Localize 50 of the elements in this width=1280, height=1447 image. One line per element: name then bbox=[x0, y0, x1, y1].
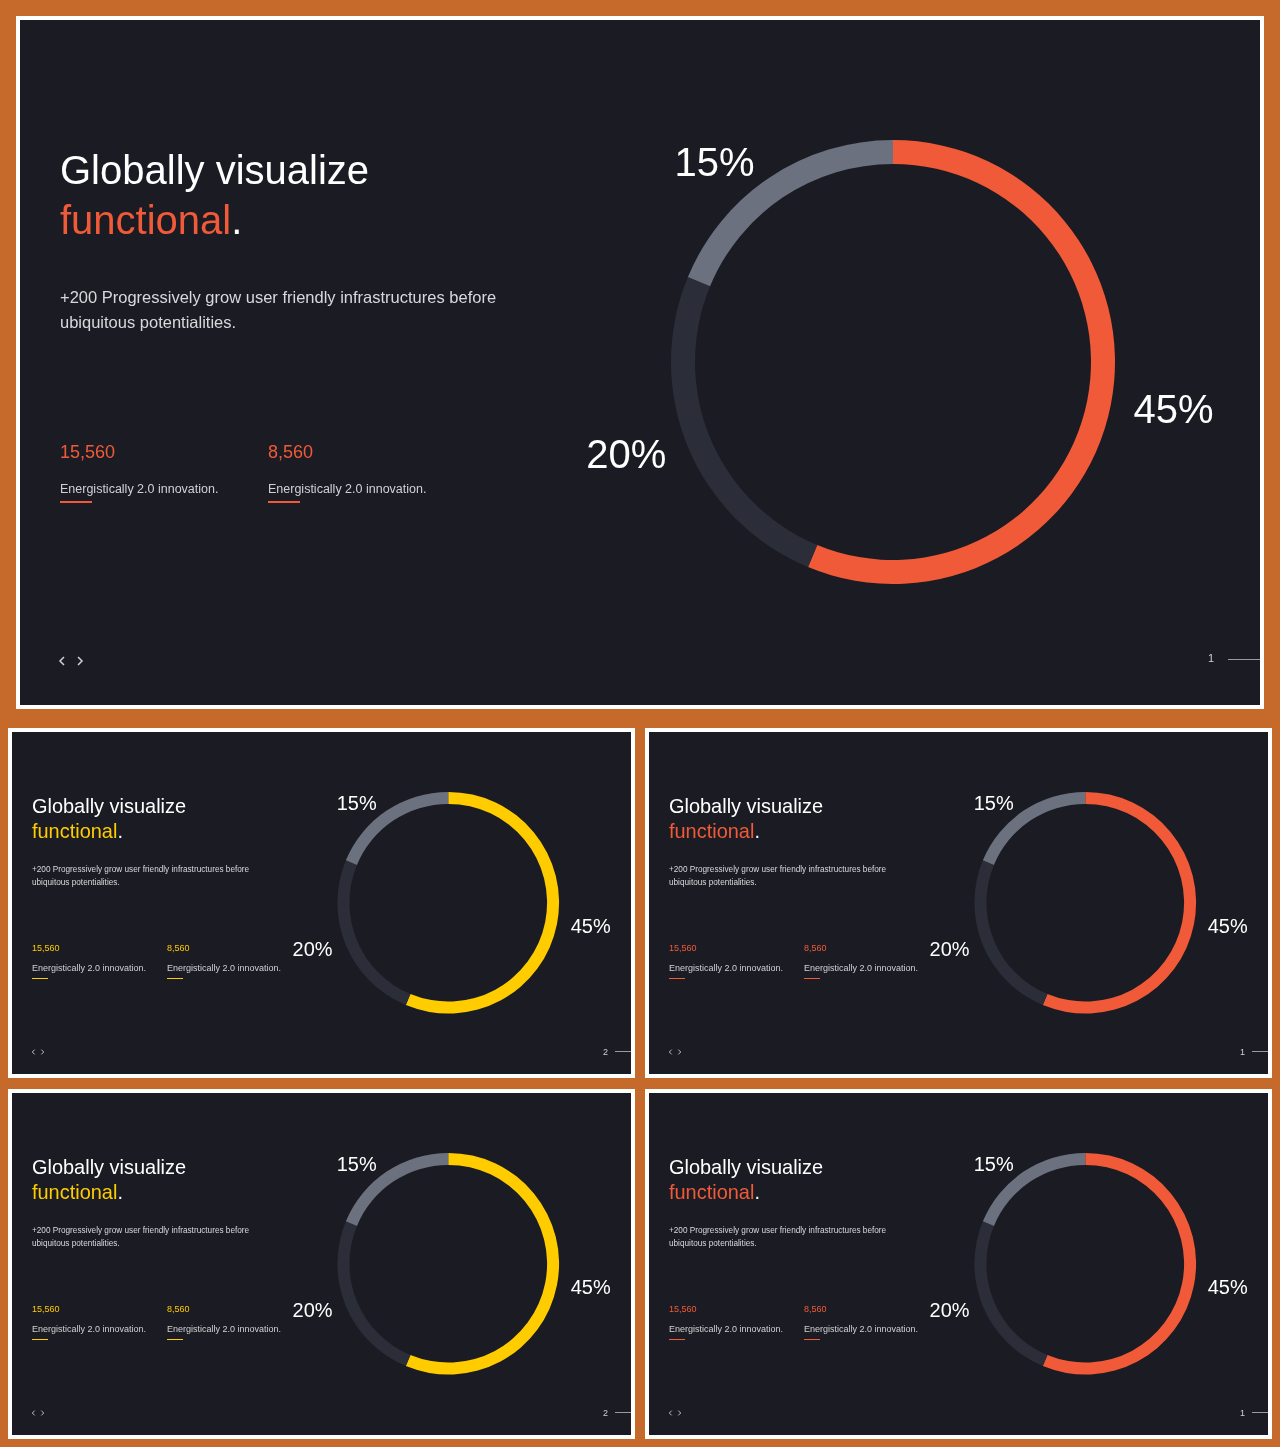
data-label: 45% bbox=[570, 1276, 611, 1299]
data-label: 20% bbox=[292, 1298, 333, 1321]
text: +200 Progressively grow user friendly infrastructures before ubiquitous potentialities. bbox=[668, 864, 888, 889]
text: Energistically 2.0 innovation. bbox=[668, 962, 784, 973]
text: Energistically 2.0 innovation. bbox=[31, 962, 147, 973]
data-label: 20% bbox=[586, 431, 667, 476]
text: +200 Progressively grow user friendly infrastructures before ubiquitous potentialities. bbox=[668, 1225, 888, 1250]
data-label: 15% bbox=[973, 792, 1014, 815]
data-label: 45% bbox=[1207, 1276, 1248, 1299]
text: Energistically 2.0 innovation. bbox=[31, 1323, 147, 1334]
text: 15,560 bbox=[31, 1303, 60, 1314]
data-label: 45% bbox=[570, 915, 611, 938]
text: 8,560 bbox=[803, 942, 827, 953]
text: Energistically 2.0 innovation. bbox=[803, 1323, 919, 1334]
text: Globally visualize functional. bbox=[31, 1156, 187, 1204]
data-label: 15% bbox=[973, 1153, 1014, 1176]
text: Energistically 2.0 innovation. bbox=[166, 1323, 282, 1334]
data-label: 15% bbox=[674, 140, 755, 185]
text: 1 bbox=[1240, 1408, 1246, 1419]
text: Energistically 2.0 innovation. bbox=[268, 482, 427, 496]
text: 8,560 bbox=[803, 1303, 827, 1314]
text: 2 bbox=[603, 1408, 609, 1419]
text: Globally visualize functional. bbox=[668, 795, 824, 843]
text: +200 Progressively grow user friendly infrastructures before ubiquitous potentialities. bbox=[31, 864, 251, 889]
text: +200 Progressively grow user friendly infrastructures before ubiquitous potentialities. bbox=[31, 1225, 251, 1250]
text: Energistically 2.0 innovation. bbox=[668, 1323, 784, 1334]
data-label: 15% bbox=[336, 792, 377, 815]
data-label: 20% bbox=[292, 937, 333, 960]
text: 15,560 bbox=[31, 942, 60, 953]
data-label: 15% bbox=[336, 1153, 377, 1176]
text: 8,560 bbox=[166, 1303, 190, 1314]
text: +200 Progressively grow user friendly infrastructures before ubiquitous potentialities. bbox=[60, 287, 498, 333]
text: Energistically 2.0 innovation. bbox=[60, 482, 219, 496]
text: 1 bbox=[1208, 652, 1215, 664]
text: 2 bbox=[603, 1047, 609, 1058]
data-label: 45% bbox=[1133, 386, 1214, 431]
text: Energistically 2.0 innovation. bbox=[166, 962, 282, 973]
text: 8,560 bbox=[268, 442, 314, 463]
text: 1 bbox=[1240, 1047, 1246, 1058]
text: 8,560 bbox=[166, 942, 190, 953]
text: 15,560 bbox=[668, 942, 697, 953]
text: 15,560 bbox=[668, 1303, 697, 1314]
text: 15,560 bbox=[60, 442, 116, 463]
text: Globally visualize functional. bbox=[60, 148, 370, 242]
text: Globally visualize functional. bbox=[31, 795, 187, 843]
data-label: 20% bbox=[929, 1298, 970, 1321]
text: Energistically 2.0 innovation. bbox=[803, 962, 919, 973]
text: Globally visualize functional. bbox=[668, 1156, 824, 1204]
data-label: 20% bbox=[929, 937, 970, 960]
data-label: 45% bbox=[1207, 915, 1248, 938]
